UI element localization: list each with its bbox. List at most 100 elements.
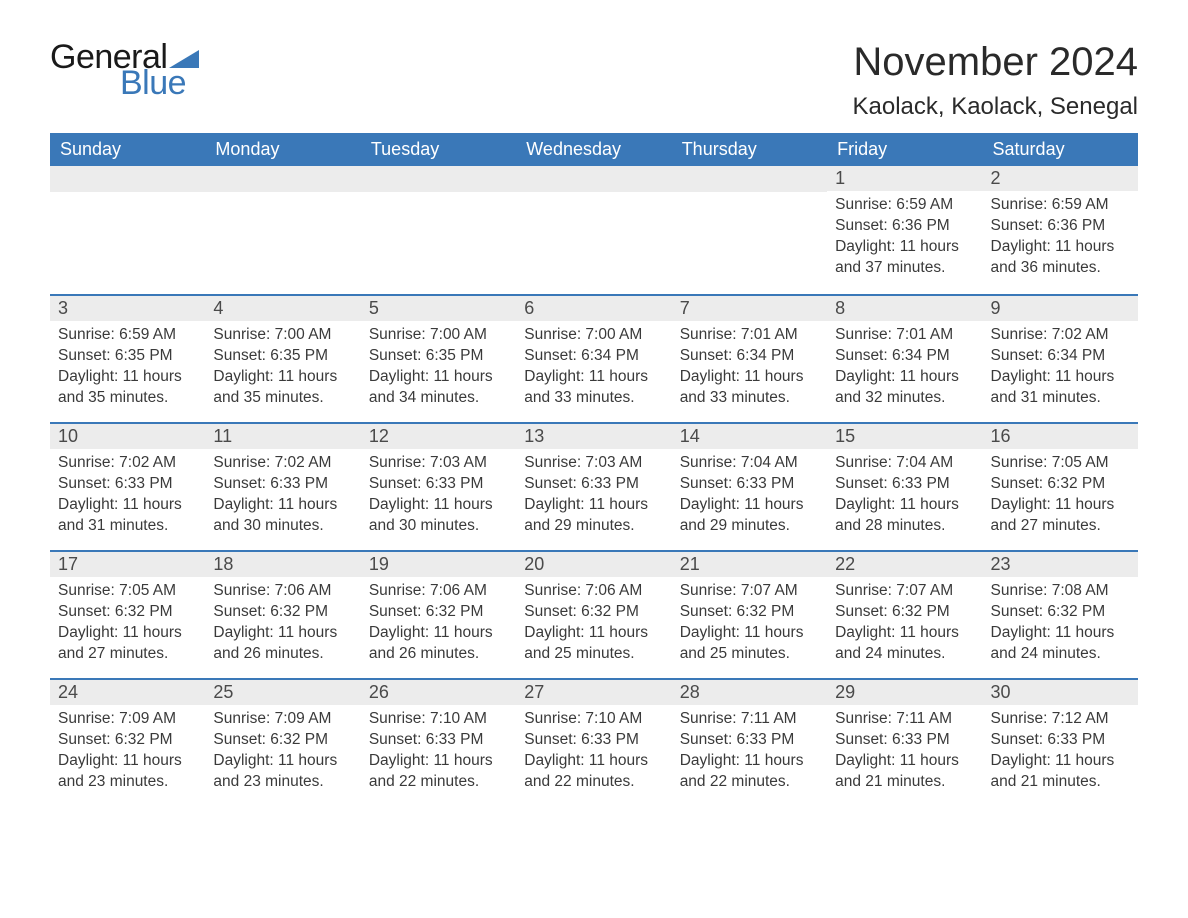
day-number: 13	[516, 424, 671, 449]
daylight-text: Daylight: 11 hours and 27 minutes.	[58, 623, 197, 665]
sunset-text: Sunset: 6:33 PM	[680, 730, 819, 751]
daylight-text: Daylight: 11 hours and 31 minutes.	[58, 495, 197, 537]
day-body: Sunrise: 7:12 AMSunset: 6:33 PMDaylight:…	[983, 705, 1138, 803]
sunset-text: Sunset: 6:33 PM	[835, 730, 974, 751]
sunrise-text: Sunrise: 7:00 AM	[369, 325, 508, 346]
day-cell: 7Sunrise: 7:01 AMSunset: 6:34 PMDaylight…	[672, 296, 827, 422]
day-cell: 10Sunrise: 7:02 AMSunset: 6:33 PMDayligh…	[50, 424, 205, 550]
sunset-text: Sunset: 6:32 PM	[213, 602, 352, 623]
page-title: November 2024	[852, 40, 1138, 85]
sunrise-text: Sunrise: 7:10 AM	[524, 709, 663, 730]
day-cell	[361, 166, 516, 294]
day-body: Sunrise: 6:59 AMSunset: 6:36 PMDaylight:…	[983, 191, 1138, 289]
sunset-text: Sunset: 6:32 PM	[991, 602, 1130, 623]
daylight-text: Daylight: 11 hours and 22 minutes.	[680, 751, 819, 793]
weekday-header: Thursday	[672, 133, 827, 166]
logo-text-blue: Blue	[120, 66, 199, 100]
day-body: Sunrise: 7:00 AMSunset: 6:35 PMDaylight:…	[361, 321, 516, 419]
sunrise-text: Sunrise: 7:06 AM	[369, 581, 508, 602]
sunrise-text: Sunrise: 7:00 AM	[524, 325, 663, 346]
day-cell: 15Sunrise: 7:04 AMSunset: 6:33 PMDayligh…	[827, 424, 982, 550]
day-cell	[516, 166, 671, 294]
day-number: 14	[672, 424, 827, 449]
sunset-text: Sunset: 6:33 PM	[369, 730, 508, 751]
sunrise-text: Sunrise: 7:01 AM	[680, 325, 819, 346]
sunset-text: Sunset: 6:32 PM	[835, 602, 974, 623]
sunrise-text: Sunrise: 7:04 AM	[835, 453, 974, 474]
day-number: 17	[50, 552, 205, 577]
day-body: Sunrise: 7:06 AMSunset: 6:32 PMDaylight:…	[361, 577, 516, 675]
day-body: Sunrise: 7:02 AMSunset: 6:33 PMDaylight:…	[205, 449, 360, 547]
daylight-text: Daylight: 11 hours and 24 minutes.	[835, 623, 974, 665]
week-row: 10Sunrise: 7:02 AMSunset: 6:33 PMDayligh…	[50, 422, 1138, 550]
day-body: Sunrise: 7:01 AMSunset: 6:34 PMDaylight:…	[672, 321, 827, 419]
daylight-text: Daylight: 11 hours and 29 minutes.	[524, 495, 663, 537]
week-row: 24Sunrise: 7:09 AMSunset: 6:32 PMDayligh…	[50, 678, 1138, 806]
sunset-text: Sunset: 6:32 PM	[991, 474, 1130, 495]
daylight-text: Daylight: 11 hours and 36 minutes.	[991, 237, 1130, 279]
daylight-text: Daylight: 11 hours and 26 minutes.	[213, 623, 352, 665]
day-body: Sunrise: 7:04 AMSunset: 6:33 PMDaylight:…	[672, 449, 827, 547]
day-number: 18	[205, 552, 360, 577]
daylight-text: Daylight: 11 hours and 25 minutes.	[680, 623, 819, 665]
sunset-text: Sunset: 6:36 PM	[991, 216, 1130, 237]
day-cell: 1Sunrise: 6:59 AMSunset: 6:36 PMDaylight…	[827, 166, 982, 294]
weekday-header: Saturday	[983, 133, 1138, 166]
day-number: 27	[516, 680, 671, 705]
day-body: Sunrise: 7:00 AMSunset: 6:34 PMDaylight:…	[516, 321, 671, 419]
day-body: Sunrise: 7:06 AMSunset: 6:32 PMDaylight:…	[205, 577, 360, 675]
day-body: Sunrise: 7:03 AMSunset: 6:33 PMDaylight:…	[361, 449, 516, 547]
sunrise-text: Sunrise: 7:07 AM	[680, 581, 819, 602]
daylight-text: Daylight: 11 hours and 30 minutes.	[369, 495, 508, 537]
sunrise-text: Sunrise: 7:12 AM	[991, 709, 1130, 730]
day-cell: 26Sunrise: 7:10 AMSunset: 6:33 PMDayligh…	[361, 680, 516, 806]
day-number: 16	[983, 424, 1138, 449]
daylight-text: Daylight: 11 hours and 27 minutes.	[991, 495, 1130, 537]
day-body: Sunrise: 7:00 AMSunset: 6:35 PMDaylight:…	[205, 321, 360, 419]
sunrise-text: Sunrise: 7:02 AM	[58, 453, 197, 474]
sunset-text: Sunset: 6:35 PM	[213, 346, 352, 367]
day-number: 4	[205, 296, 360, 321]
sunset-text: Sunset: 6:32 PM	[680, 602, 819, 623]
day-number: 21	[672, 552, 827, 577]
empty-day-number	[205, 166, 360, 192]
day-number: 22	[827, 552, 982, 577]
sunrise-text: Sunrise: 7:01 AM	[835, 325, 974, 346]
day-cell: 6Sunrise: 7:00 AMSunset: 6:34 PMDaylight…	[516, 296, 671, 422]
day-cell: 13Sunrise: 7:03 AMSunset: 6:33 PMDayligh…	[516, 424, 671, 550]
daylight-text: Daylight: 11 hours and 23 minutes.	[213, 751, 352, 793]
day-number: 15	[827, 424, 982, 449]
day-cell: 2Sunrise: 6:59 AMSunset: 6:36 PMDaylight…	[983, 166, 1138, 294]
day-cell: 17Sunrise: 7:05 AMSunset: 6:32 PMDayligh…	[50, 552, 205, 678]
day-number: 19	[361, 552, 516, 577]
sunset-text: Sunset: 6:34 PM	[680, 346, 819, 367]
day-cell: 11Sunrise: 7:02 AMSunset: 6:33 PMDayligh…	[205, 424, 360, 550]
sunset-text: Sunset: 6:33 PM	[524, 474, 663, 495]
sunrise-text: Sunrise: 7:05 AM	[58, 581, 197, 602]
week-row: 1Sunrise: 6:59 AMSunset: 6:36 PMDaylight…	[50, 166, 1138, 294]
day-body: Sunrise: 7:06 AMSunset: 6:32 PMDaylight:…	[516, 577, 671, 675]
day-body: Sunrise: 7:11 AMSunset: 6:33 PMDaylight:…	[672, 705, 827, 803]
week-row: 17Sunrise: 7:05 AMSunset: 6:32 PMDayligh…	[50, 550, 1138, 678]
day-body: Sunrise: 6:59 AMSunset: 6:36 PMDaylight:…	[827, 191, 982, 289]
location-subtitle: Kaolack, Kaolack, Senegal	[852, 93, 1138, 121]
empty-day-number	[50, 166, 205, 192]
day-cell	[50, 166, 205, 294]
daylight-text: Daylight: 11 hours and 29 minutes.	[680, 495, 819, 537]
daylight-text: Daylight: 11 hours and 31 minutes.	[991, 367, 1130, 409]
day-body: Sunrise: 7:01 AMSunset: 6:34 PMDaylight:…	[827, 321, 982, 419]
day-body: Sunrise: 7:09 AMSunset: 6:32 PMDaylight:…	[205, 705, 360, 803]
day-cell: 5Sunrise: 7:00 AMSunset: 6:35 PMDaylight…	[361, 296, 516, 422]
day-body: Sunrise: 7:02 AMSunset: 6:34 PMDaylight:…	[983, 321, 1138, 419]
day-cell: 14Sunrise: 7:04 AMSunset: 6:33 PMDayligh…	[672, 424, 827, 550]
daylight-text: Daylight: 11 hours and 33 minutes.	[524, 367, 663, 409]
daylight-text: Daylight: 11 hours and 30 minutes.	[213, 495, 352, 537]
sunset-text: Sunset: 6:33 PM	[369, 474, 508, 495]
day-cell	[205, 166, 360, 294]
sunrise-text: Sunrise: 7:07 AM	[835, 581, 974, 602]
sunrise-text: Sunrise: 7:09 AM	[213, 709, 352, 730]
weekday-header: Wednesday	[516, 133, 671, 166]
sunrise-text: Sunrise: 7:06 AM	[524, 581, 663, 602]
day-cell: 9Sunrise: 7:02 AMSunset: 6:34 PMDaylight…	[983, 296, 1138, 422]
sunset-text: Sunset: 6:36 PM	[835, 216, 974, 237]
